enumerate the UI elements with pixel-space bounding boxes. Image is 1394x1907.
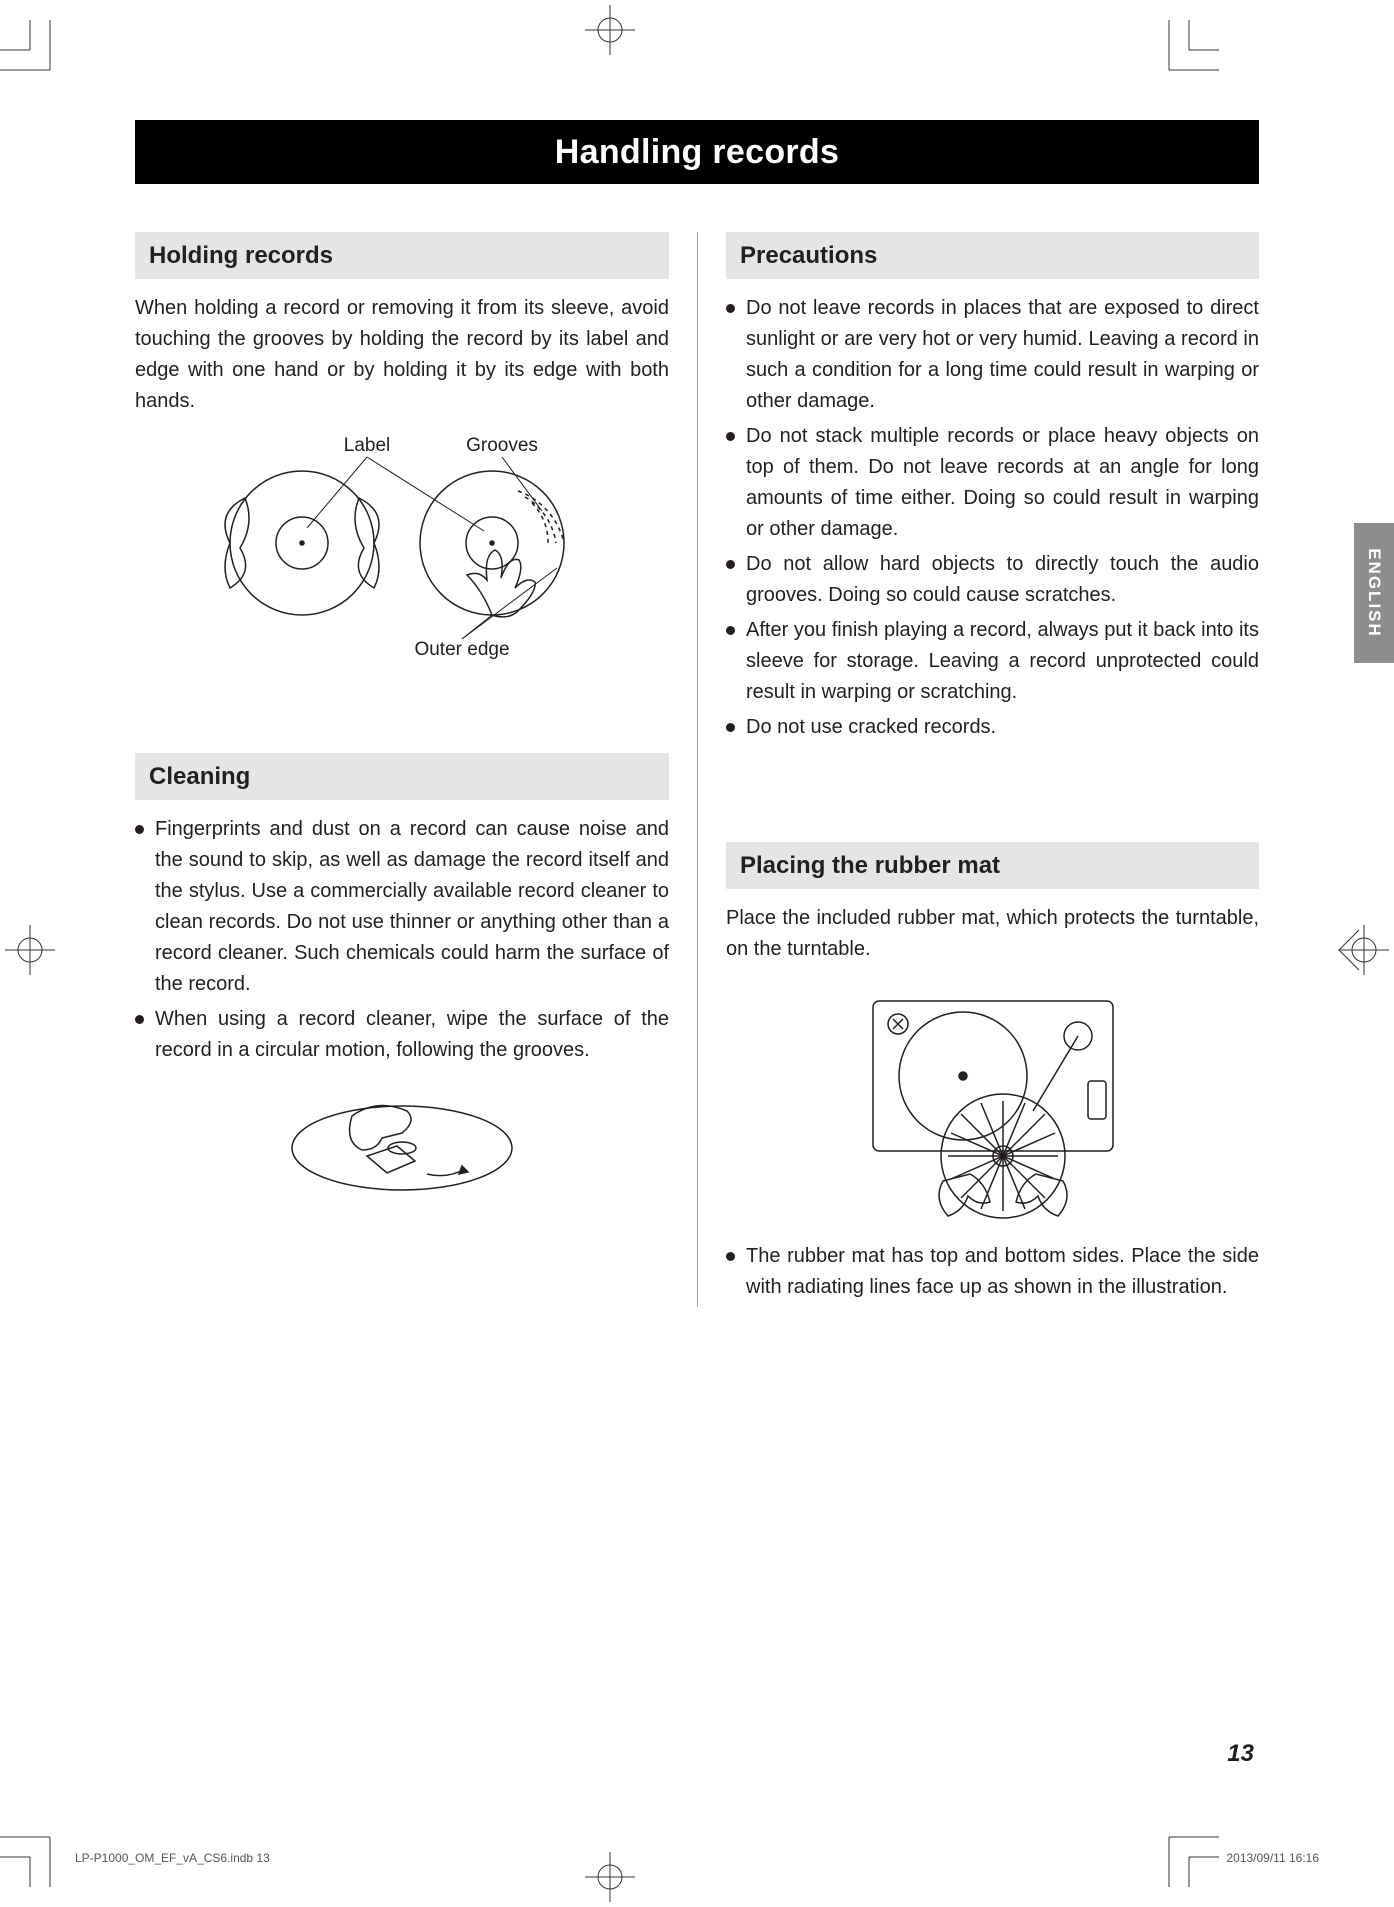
right-column: Precautions Do not leave records in plac… bbox=[697, 232, 1259, 1307]
precautions-bullet-4: Do not use cracked records. bbox=[726, 712, 1259, 743]
cleaning-bullets: Fingerprints and dust on a record can ca… bbox=[135, 814, 669, 1066]
precautions-bullet-0: Do not leave records in places that are … bbox=[726, 293, 1259, 417]
precautions-bullets: Do not leave records in places that are … bbox=[726, 293, 1259, 743]
footer-date: 2013/09/11 16:16 bbox=[1226, 1851, 1319, 1865]
cropmark-top-right bbox=[1149, 20, 1219, 90]
precautions-bullet-2: Do not allow hard objects to directly to… bbox=[726, 549, 1259, 611]
cleaning-heading: Cleaning bbox=[135, 753, 669, 800]
page-number: 13 bbox=[1227, 1740, 1254, 1768]
cleaning-bullet-0: Fingerprints and dust on a record can ca… bbox=[135, 814, 669, 1000]
footer-file: LP-P1000_OM_EF_vA_CS6.indb 13 bbox=[75, 1851, 270, 1865]
cleaning-bullet-1: When using a record cleaner, wipe the su… bbox=[135, 1004, 669, 1066]
fig-label-outeredge: Outer edge bbox=[414, 639, 509, 660]
precautions-bullet-3: After you finish playing a record, alway… bbox=[726, 615, 1259, 708]
cropmark-bottom-right bbox=[1149, 1817, 1219, 1887]
holding-records-body: When holding a record or removing it fro… bbox=[135, 293, 669, 417]
rubber-mat-body: Place the included rubber mat, which pro… bbox=[726, 903, 1259, 965]
language-tab: ENGLISH bbox=[1354, 523, 1394, 663]
cropmark-top-left bbox=[0, 20, 70, 90]
holding-records-heading: Holding records bbox=[135, 232, 669, 279]
precautions-bullet-1: Do not stack multiple records or place h… bbox=[726, 421, 1259, 545]
cleaning-figure bbox=[135, 1076, 669, 1206]
left-column: Holding records When holding a record or… bbox=[135, 232, 697, 1307]
rubber-mat-heading: Placing the rubber mat bbox=[726, 842, 1259, 889]
regmark-bottom bbox=[580, 1847, 640, 1907]
rubber-mat-figure bbox=[726, 981, 1259, 1221]
language-tab-label: ENGLISH bbox=[1364, 548, 1384, 638]
regmark-left bbox=[0, 920, 60, 980]
two-column-layout: Holding records When holding a record or… bbox=[135, 232, 1259, 1307]
page-title: Handling records bbox=[135, 120, 1259, 184]
regmark-top bbox=[580, 0, 640, 60]
rubber-mat-bullets: The rubber mat has top and bottom sides.… bbox=[726, 1241, 1259, 1303]
precautions-heading: Precautions bbox=[726, 232, 1259, 279]
cropmark-bottom-left bbox=[0, 1817, 70, 1887]
page-content: Handling records Holding records When ho… bbox=[135, 120, 1259, 1307]
fig-label-grooves: Grooves bbox=[466, 435, 538, 456]
rubber-mat-bullet-0: The rubber mat has top and bottom sides.… bbox=[726, 1241, 1259, 1303]
regmark-right bbox=[1334, 920, 1394, 980]
fig-label-label: Label bbox=[344, 435, 391, 456]
holding-records-figure: Label Grooves Outer edge bbox=[135, 433, 669, 663]
